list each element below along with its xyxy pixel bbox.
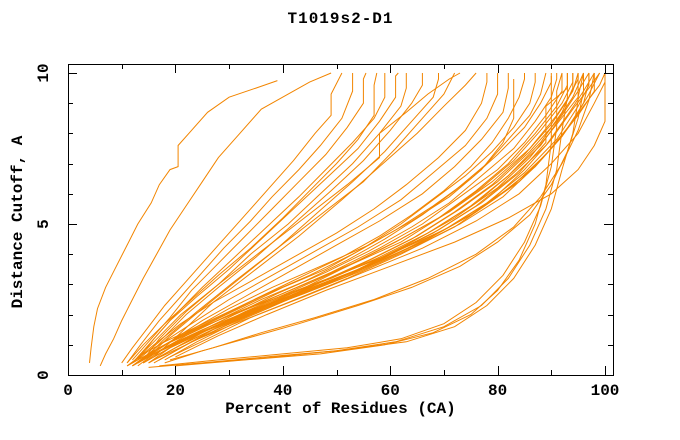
x-tick-label: 60 (381, 382, 400, 400)
model-curve (175, 76, 552, 367)
model-curve (137, 73, 423, 361)
model-curve (132, 72, 367, 361)
model-curve (153, 72, 477, 358)
model-curve (137, 79, 515, 364)
model-curve (137, 72, 601, 364)
model-curve (169, 73, 606, 358)
model-curve (121, 72, 343, 364)
model-curve (169, 72, 595, 361)
model-curve (126, 72, 378, 364)
y-tick-label: 10 (35, 63, 53, 82)
model-curve (186, 73, 579, 365)
axis-frame (68, 64, 614, 376)
model-curve (137, 73, 563, 364)
model-curve (132, 72, 399, 364)
model-curve (148, 73, 439, 358)
model-curve (132, 73, 574, 367)
model-curve (137, 73, 499, 364)
model-curve (148, 73, 568, 368)
x-tick-label: 20 (166, 382, 185, 400)
model-curve (126, 73, 354, 364)
model-curve (89, 80, 278, 363)
x-axis-label: Percent of Residues (CA) (225, 400, 456, 418)
x-tick-label: 80 (488, 382, 507, 400)
model-curve (99, 72, 332, 367)
model-curve (132, 73, 488, 364)
x-tick-label: 40 (273, 382, 292, 400)
model-curve (142, 72, 456, 361)
y-tick-label: 0 (35, 370, 53, 380)
model-curves (89, 72, 606, 368)
model-curve (142, 73, 509, 361)
model-curve (132, 73, 552, 367)
x-tick-label: 100 (591, 382, 620, 400)
x-tick-label: 0 (63, 382, 73, 400)
tick-labels: 0 20 40 60 80 100 0 5 10 (35, 63, 619, 400)
model-curve (132, 72, 461, 364)
model-curve (142, 73, 407, 361)
y-tick-label: 5 (35, 219, 53, 229)
model-curve (126, 72, 579, 367)
model-curve (159, 72, 563, 367)
model-curve (164, 73, 584, 364)
model-curve (175, 79, 606, 358)
chart-title: T1019s2-D1 (287, 10, 394, 28)
model-curve (148, 73, 568, 364)
